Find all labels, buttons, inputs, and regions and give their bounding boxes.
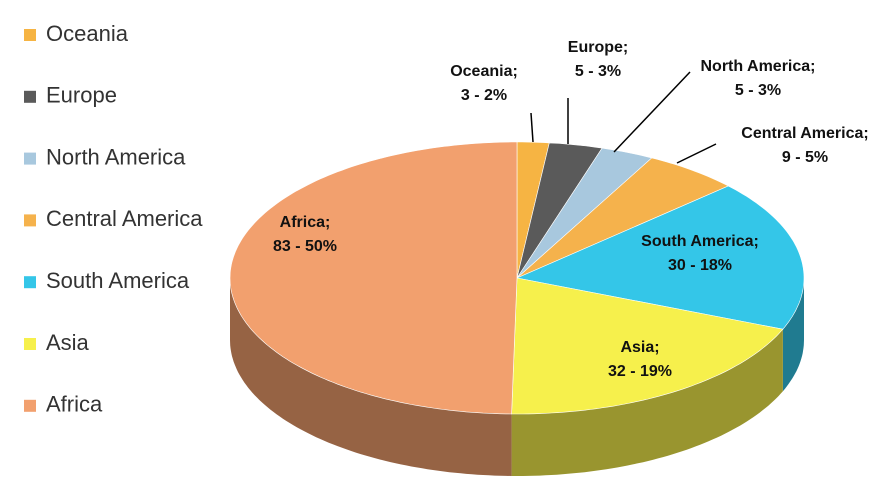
slice-label: South America; bbox=[641, 233, 759, 250]
legend-text: Europe bbox=[46, 83, 117, 108]
slice-label: Oceania; bbox=[450, 63, 518, 80]
legend-swatch bbox=[24, 338, 36, 350]
slice-label: North America; bbox=[701, 58, 816, 75]
legend-swatch bbox=[24, 399, 36, 412]
slice-label: 5 - 3% bbox=[735, 82, 781, 99]
slice-label: Asia; bbox=[620, 339, 659, 356]
slice-label: 5 - 3% bbox=[575, 63, 621, 80]
slice-label: Central America; bbox=[741, 125, 868, 142]
legend-text: Asia bbox=[46, 330, 90, 355]
slice-label: Africa; bbox=[280, 214, 331, 231]
pie-slice bbox=[516, 157, 730, 279]
legend-text: Central America bbox=[46, 206, 203, 231]
pie-slice bbox=[515, 185, 805, 330]
legend-swatch bbox=[24, 276, 36, 289]
slice-label: 30 - 18% bbox=[668, 257, 732, 274]
legend-text: North America bbox=[46, 144, 186, 169]
pie-side bbox=[511, 329, 783, 476]
pie-side bbox=[782, 278, 804, 392]
legend-swatch bbox=[24, 214, 36, 227]
leader-line bbox=[530, 112, 534, 143]
slice-label: Europe; bbox=[568, 39, 628, 56]
pie-slice bbox=[229, 141, 518, 415]
legend-text: South America bbox=[46, 268, 190, 293]
legend-swatch bbox=[24, 29, 36, 41]
pie-slice bbox=[516, 142, 603, 279]
legend-text: Africa bbox=[46, 392, 103, 417]
pie-slice bbox=[516, 147, 653, 279]
legend-swatch bbox=[24, 90, 36, 103]
slice-label: 32 - 19% bbox=[608, 363, 672, 380]
legend-text: Oceania bbox=[46, 21, 129, 46]
slice-label: 83 - 50% bbox=[273, 238, 337, 255]
leader-line bbox=[676, 143, 717, 164]
legend-swatch bbox=[24, 152, 36, 165]
pie-side bbox=[230, 278, 512, 476]
slice-label: 3 - 2% bbox=[461, 87, 507, 104]
pie-slice bbox=[511, 277, 784, 415]
slice-label: 9 - 5% bbox=[782, 149, 828, 166]
leader-line bbox=[613, 71, 691, 153]
